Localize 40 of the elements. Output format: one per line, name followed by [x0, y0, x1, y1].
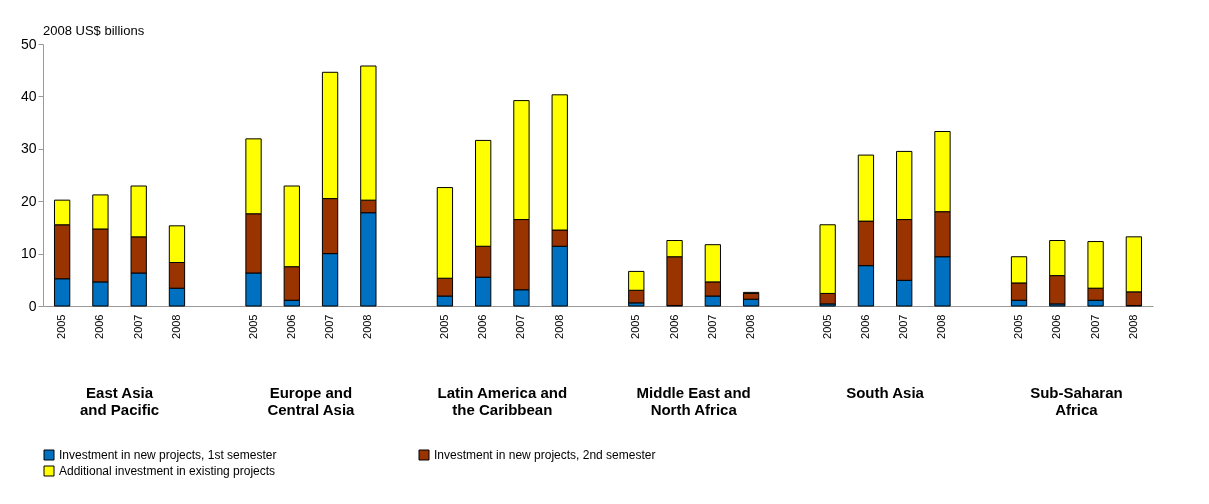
x-tick-label: 2005 — [1012, 314, 1025, 339]
x-tick-label: 2007 — [323, 314, 336, 339]
x-tick-label: 2008 — [552, 314, 565, 339]
y-tick-label: 0 — [28, 297, 37, 314]
x-tick-label: 2005 — [629, 314, 642, 339]
text: Europe and Central Asia — [267, 384, 356, 418]
x-tick-label: 2005 — [820, 314, 833, 339]
x-tick-label: 2006 — [858, 314, 871, 339]
x-tick-label: 2008 — [935, 314, 948, 339]
x-tick-label: 2007 — [514, 314, 527, 339]
y-tick-label: 20 — [20, 192, 37, 209]
y-tick-label: 40 — [20, 87, 37, 104]
x-tick-label: 2005 — [246, 314, 259, 339]
x-tick-label: 2008 — [744, 314, 757, 339]
legend-label: Investment in new projects, 2nd semester — [434, 448, 656, 462]
x-tick-label: 2006 — [476, 314, 489, 339]
x-tick-label: 2005 — [437, 314, 450, 339]
legend-label: Additional investment in existing projects — [59, 464, 276, 478]
text: Sub-Saharan Africa — [1030, 384, 1123, 418]
x-tick-label: 2007 — [131, 314, 144, 339]
text: South Asia — [846, 384, 925, 401]
x-tick-label: 2007 — [1088, 314, 1101, 339]
text: Latin America and the Caribbean — [437, 384, 568, 418]
y-tick-label: 50 — [20, 35, 37, 52]
x-tick-label: 2007 — [705, 314, 718, 339]
x-tick-label: 2006 — [667, 314, 680, 339]
y-axis-title: 2008 US$ billions — [43, 23, 145, 38]
x-tick-label: 2005 — [55, 314, 68, 339]
x-tick-label: 2006 — [1050, 314, 1063, 339]
y-tick-label: 10 — [20, 245, 37, 262]
x-tick-label: 2008 — [361, 314, 374, 339]
x-tick-label: 2006 — [93, 314, 106, 339]
y-tick-label: 30 — [20, 140, 37, 157]
x-tick-label: 2007 — [897, 314, 910, 339]
x-tick-label: 2006 — [284, 314, 297, 339]
text: Middle East and North Africa — [636, 384, 751, 418]
legend-label: Investment in new projects, 1st semester — [59, 448, 277, 462]
text: East Asia and Pacific — [79, 384, 160, 418]
x-tick-label: 2008 — [169, 314, 182, 339]
x-tick-label: 2008 — [1126, 314, 1139, 339]
